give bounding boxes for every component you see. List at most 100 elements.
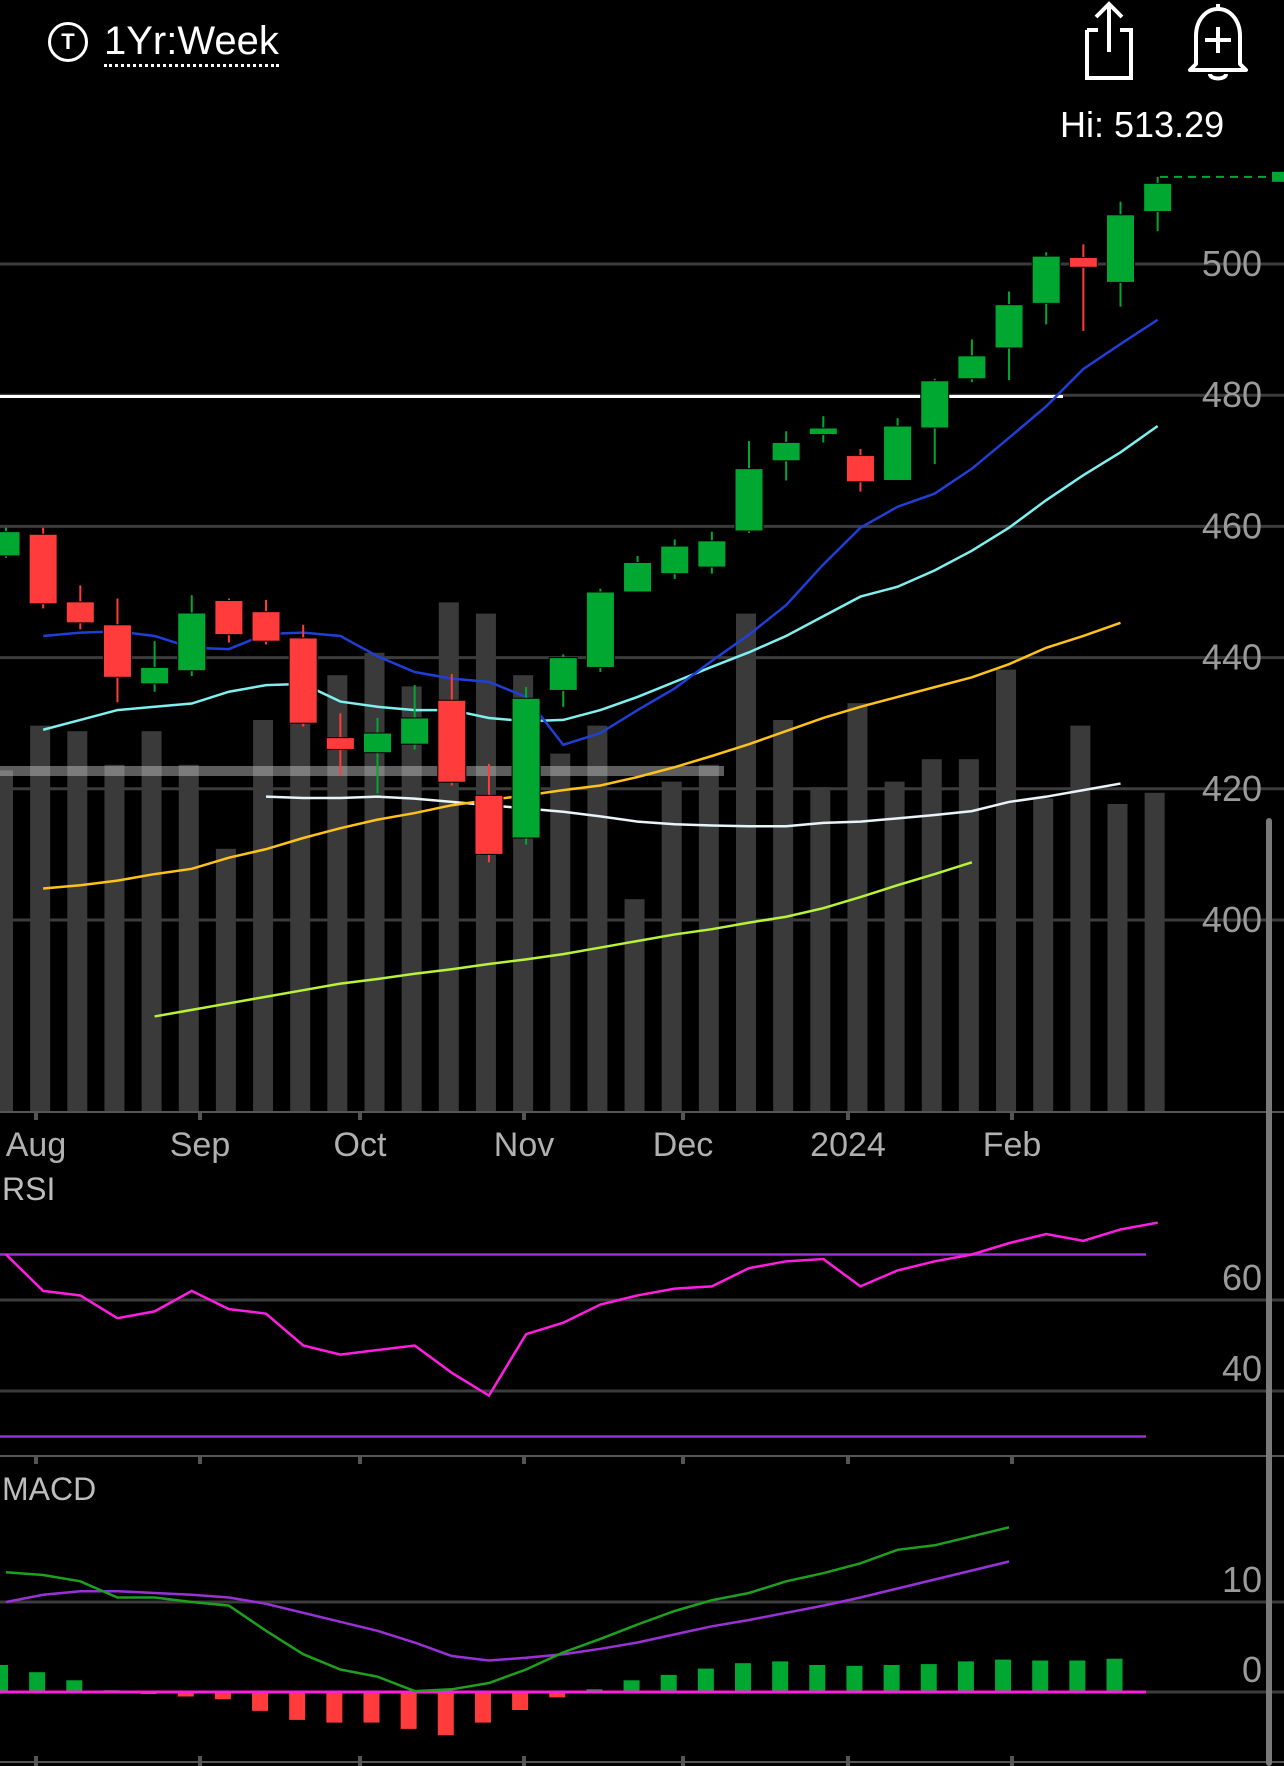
candle-up — [363, 732, 392, 754]
volume-bar — [996, 669, 1017, 1112]
x-axis-label: Dec — [653, 1126, 713, 1164]
macd-histogram-bar-negative — [437, 1692, 454, 1736]
x-axis-label: Oct — [334, 1126, 387, 1164]
candle-up — [177, 612, 207, 672]
top-bar: T 1Yr:Week — [0, 0, 1284, 90]
timeframe-selector[interactable]: T 1Yr:Week — [48, 14, 279, 70]
volume-bar — [921, 759, 942, 1112]
macd-histogram-bar-positive — [995, 1659, 1012, 1692]
macd-histogram-bar-positive — [623, 1680, 640, 1692]
candle-down — [251, 611, 281, 642]
volume-bar — [253, 720, 274, 1112]
volume-bar — [401, 686, 422, 1112]
bell-plus-icon — [1188, 4, 1248, 81]
candle-up — [1106, 214, 1135, 283]
macd-histogram-bar-positive — [0, 1665, 8, 1692]
x-axis-label: 2024 — [810, 1126, 886, 1164]
macd-line — [5, 1526, 1010, 1693]
macd-histogram-bar-positive — [957, 1661, 974, 1692]
candle-down — [214, 600, 244, 636]
macd-histogram-bar-positive — [1106, 1658, 1123, 1692]
x-axis-label: Aug — [6, 1126, 67, 1164]
candle-up — [1031, 255, 1061, 304]
volume-bar — [587, 725, 608, 1112]
candle-up — [1143, 182, 1173, 213]
macd-tick-label: 10 — [1222, 1559, 1262, 1600]
macd-histogram-bar-negative — [363, 1692, 380, 1723]
candle-down — [65, 601, 95, 624]
rsi-tick-label: 40 — [1222, 1348, 1262, 1389]
scrollbar[interactable] — [1266, 818, 1272, 1766]
price-tick-label: 480 — [1202, 374, 1262, 415]
ema-cyan-line — [42, 425, 1159, 731]
candle-up — [140, 666, 170, 685]
volume-bar — [30, 725, 51, 1112]
x-axis-label: Nov — [494, 1126, 554, 1164]
candle-up — [511, 697, 541, 839]
macd-histogram-bar-negative — [289, 1692, 306, 1720]
macd-label: MACD — [2, 1471, 96, 1507]
volume-bar — [290, 652, 311, 1112]
timeframe-label: 1Yr:Week — [104, 18, 279, 67]
macd-histogram-bar-positive — [29, 1672, 46, 1692]
candle-up — [660, 545, 690, 575]
macd-histogram-bar-positive — [846, 1665, 863, 1692]
volume-bar — [958, 759, 979, 1112]
macd-tick-label: 0 — [1242, 1649, 1262, 1690]
macd-histogram-bar-positive — [1069, 1660, 1086, 1692]
volume-bar — [698, 764, 719, 1112]
candle-up — [548, 657, 578, 691]
sma-white-line — [266, 782, 1121, 828]
volume-bar — [847, 703, 868, 1112]
macd-histogram-bar-positive — [809, 1665, 826, 1692]
volume-bar — [550, 753, 571, 1112]
sma-yellow-line — [43, 621, 1121, 890]
volume-bar — [1107, 804, 1128, 1112]
rsi-line — [5, 1221, 1158, 1398]
candle-up — [883, 425, 913, 481]
volume-bar — [1033, 798, 1054, 1112]
sma-lime-line — [154, 861, 973, 1018]
price-tick-label: 420 — [1202, 768, 1262, 809]
macd-histogram-bar-negative — [252, 1692, 269, 1711]
candle-up — [920, 380, 950, 429]
add-alert-button[interactable] — [1180, 0, 1256, 84]
volume-bar — [141, 731, 162, 1112]
macd-histogram-bar-positive — [920, 1664, 937, 1692]
candle-up — [734, 468, 764, 532]
volume-bar — [178, 764, 199, 1112]
macd-histogram-bar-negative — [177, 1692, 194, 1697]
macd-histogram-bar-negative — [214, 1692, 231, 1700]
candle-down — [325, 737, 355, 750]
macd-histogram-bar-negative — [474, 1692, 491, 1723]
macd-histogram-bar-positive — [697, 1668, 714, 1692]
volume-bar — [475, 613, 496, 1112]
candle-up — [994, 304, 1024, 349]
volume-bar — [810, 787, 831, 1112]
candle-down — [288, 637, 318, 724]
macd-histogram-bar-positive — [660, 1674, 677, 1692]
candle-up — [957, 355, 987, 380]
candle-up — [623, 561, 653, 593]
volume-bar — [884, 781, 905, 1112]
macd-histogram-bar-positive — [772, 1661, 789, 1692]
macd-histogram-bar-negative — [326, 1692, 343, 1723]
price-tick-label: 460 — [1202, 505, 1262, 546]
price-tick-label: 400 — [1202, 899, 1262, 940]
rsi-tick-label: 60 — [1222, 1257, 1262, 1298]
candle-up — [771, 441, 801, 462]
candle-down — [28, 533, 58, 605]
macd-signal-line — [5, 1560, 1010, 1662]
candle-up — [0, 531, 21, 557]
macd-histogram-bar-negative — [400, 1692, 417, 1729]
candle-down — [437, 699, 467, 783]
macd-histogram-bar-negative — [549, 1692, 566, 1698]
volume-bar — [736, 613, 756, 1112]
candle-down — [1068, 256, 1098, 268]
candle-down — [474, 794, 504, 855]
volume-bar — [215, 848, 236, 1112]
volume-bar — [327, 675, 348, 1112]
share-button[interactable] — [1074, 0, 1144, 84]
candle-up — [808, 427, 838, 436]
